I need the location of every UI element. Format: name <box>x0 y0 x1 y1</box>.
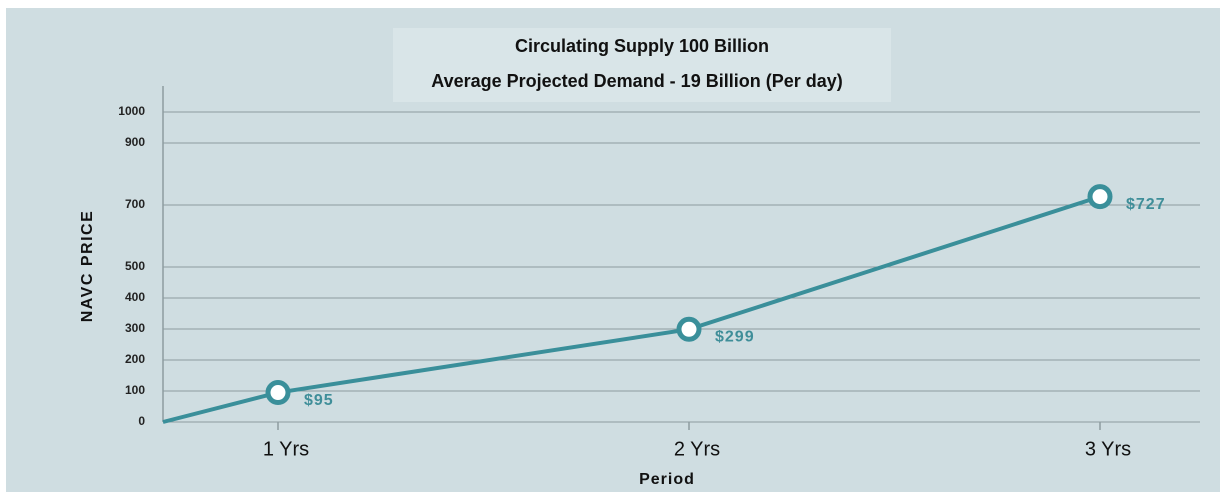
y-tick-label: 0 <box>138 414 145 428</box>
y-tick-label: 200 <box>125 352 145 366</box>
y-tick-label: 400 <box>125 290 145 304</box>
y-tick-label: 1000 <box>118 104 145 118</box>
x-axis-label: Period <box>639 471 695 488</box>
y-axis-label: NAVC PRICE <box>79 210 96 323</box>
lead-in-segment <box>162 390 279 424</box>
x-tick-label: 2 Yrs <box>674 438 720 460</box>
point <box>1087 184 1113 210</box>
y-tick-label: 900 <box>125 135 145 149</box>
x-tick-label: 3 Yrs <box>1085 438 1131 460</box>
y-tick-label: 500 <box>125 259 145 273</box>
x-tick-label: 1 Yrs <box>263 438 309 460</box>
title-box <box>393 28 891 102</box>
point <box>265 380 291 406</box>
value-label: $727 <box>1126 196 1166 213</box>
y-tick-label: 700 <box>125 197 145 211</box>
y-tick-label: 100 <box>125 383 145 397</box>
value-label: $299 <box>715 329 755 346</box>
point <box>676 316 702 342</box>
chart-title: Circulating Supply 100 Billion <box>515 36 769 56</box>
value-label: $95 <box>304 392 334 409</box>
chart-subtitle: Average Projected Demand - 19 Billion (P… <box>431 71 842 91</box>
y-tick-label: 300 <box>125 321 145 335</box>
